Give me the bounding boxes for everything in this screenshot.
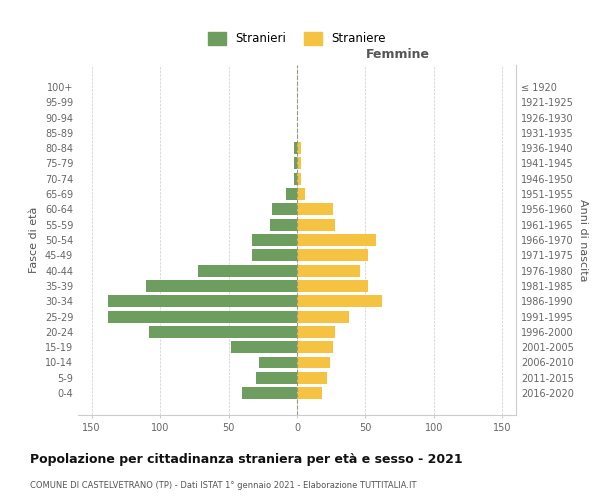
Bar [297, 310, 349, 322]
Bar [297, 218, 335, 230]
Text: Femmine: Femmine [366, 48, 430, 62]
Bar [297, 142, 301, 154]
Bar [297, 264, 360, 276]
Bar [199, 264, 297, 276]
Bar [297, 326, 335, 338]
Bar [297, 173, 301, 184]
Bar [297, 204, 332, 216]
Bar [252, 250, 297, 262]
Bar [297, 356, 330, 368]
Bar [108, 310, 297, 322]
Bar [297, 280, 368, 292]
Bar [297, 158, 301, 170]
Bar [297, 250, 368, 262]
Bar [149, 326, 297, 338]
Bar [294, 142, 297, 154]
Y-axis label: Anni di nascita: Anni di nascita [578, 198, 587, 281]
Bar [232, 341, 297, 353]
Bar [297, 372, 327, 384]
Bar [297, 234, 376, 246]
Text: Popolazione per cittadinanza straniera per età e sesso - 2021: Popolazione per cittadinanza straniera p… [30, 452, 463, 466]
Bar [272, 204, 297, 216]
Bar [297, 387, 322, 399]
Bar [242, 387, 297, 399]
Bar [297, 341, 332, 353]
Bar [294, 173, 297, 184]
Bar [252, 234, 297, 246]
Bar [146, 280, 297, 292]
Bar [108, 296, 297, 307]
Bar [297, 188, 305, 200]
Bar [259, 356, 297, 368]
Bar [256, 372, 297, 384]
Bar [269, 218, 297, 230]
Y-axis label: Fasce di età: Fasce di età [29, 207, 39, 273]
Bar [294, 158, 297, 170]
Bar [286, 188, 297, 200]
Bar [297, 296, 382, 307]
Legend: Stranieri, Straniere: Stranieri, Straniere [205, 29, 389, 49]
Text: COMUNE DI CASTELVETRANO (TP) - Dati ISTAT 1° gennaio 2021 - Elaborazione TUTTITA: COMUNE DI CASTELVETRANO (TP) - Dati ISTA… [30, 480, 416, 490]
